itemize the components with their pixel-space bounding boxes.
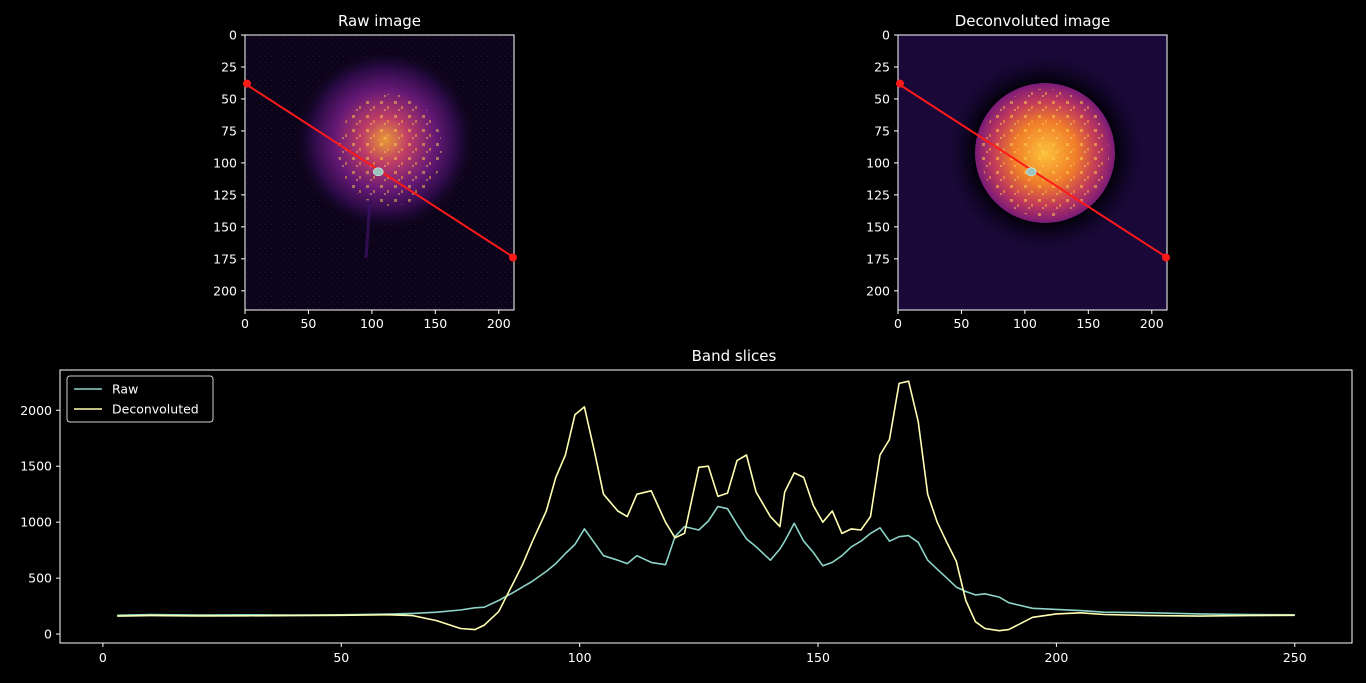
raw-image-heatmap <box>245 35 514 310</box>
deconv-xtick-label: 100 <box>1013 316 1037 331</box>
deconvoluted-image-panel: Deconvoluted image 0 50 100 150 200 0 25 50 75 100… <box>866 12 1170 331</box>
deconv-ytick-label: 175 <box>866 251 890 266</box>
band-xtick-label: 100 <box>568 650 592 665</box>
band-slices-frame <box>59 369 1353 644</box>
band-ytick-label: 1000 <box>20 515 52 530</box>
raw-xtick-label: 200 <box>487 316 511 331</box>
deconv-xtick-label: 50 <box>953 316 969 331</box>
band-ytick-label: 1500 <box>20 459 52 474</box>
raw-image-panel: Raw image 0 50 100 150 200 0 25 50 75 100 125 150 175… <box>213 12 517 331</box>
deconv-ytick-label: 150 <box>866 219 890 234</box>
deconv-band-end-marker[interactable] <box>1162 253 1170 262</box>
raw-ytick-label: 150 <box>213 219 237 234</box>
deconv-xtick-label: 0 <box>894 316 902 331</box>
series-line-deconvoluted <box>117 380 1295 632</box>
deconv-xtick-label: 150 <box>1076 316 1100 331</box>
raw-frame <box>244 34 515 311</box>
band-ytick-label: 500 <box>28 571 52 586</box>
band-ytick-label: 0 <box>44 627 52 642</box>
raw-xtick-label: 0 <box>241 316 249 331</box>
raw-band-end-marker[interactable] <box>509 253 517 262</box>
deconv-ytick-label: 125 <box>866 187 890 202</box>
band-ytick-label: 2000 <box>20 403 52 418</box>
raw-band-start-marker[interactable] <box>243 79 251 88</box>
deconv-frame <box>897 34 1168 311</box>
raw-center-point[interactable] <box>372 167 384 177</box>
deconv-band-start-marker[interactable] <box>896 79 904 88</box>
deconv-ytick-label: 50 <box>874 91 890 106</box>
raw-xtick-label: 150 <box>423 316 447 331</box>
series-line-raw <box>117 505 1295 617</box>
deconv-xtick-label: 200 <box>1140 316 1164 331</box>
raw-ytick-label: 25 <box>221 59 237 74</box>
legend-label-deconvoluted: Deconvoluted <box>112 402 199 417</box>
band-xtick-label: 200 <box>1044 650 1068 665</box>
raw-ytick-label: 0 <box>229 28 237 43</box>
raw-xtick-label: 50 <box>300 316 316 331</box>
band-xtick-label: 50 <box>333 650 349 665</box>
legend: Raw Deconvoluted <box>66 375 214 423</box>
deconv-ytick-label: 25 <box>874 59 890 74</box>
raw-title: Raw image <box>338 12 421 30</box>
deconv-ytick-label: 0 <box>882 28 890 43</box>
legend-label-raw: Raw <box>112 382 138 397</box>
band-slices-title: Band slices <box>692 347 777 365</box>
raw-ytick-label: 50 <box>221 91 237 106</box>
band-xtick-label: 250 <box>1283 650 1307 665</box>
deconv-ytick-label: 75 <box>874 123 890 138</box>
band-xtick-label: 0 <box>99 650 107 665</box>
band-slices-panel: Band slices 0 50 100 150 200 250 0 500 1000 1500 20… <box>20 347 1353 665</box>
raw-ytick-label: 100 <box>213 155 237 170</box>
raw-ytick-label: 200 <box>213 283 237 298</box>
deconv-ytick-label: 200 <box>866 283 890 298</box>
raw-ytick-label: 125 <box>213 187 237 202</box>
band-xtick-label: 150 <box>806 650 830 665</box>
deconv-center-point[interactable] <box>1025 167 1037 177</box>
legend-box <box>66 375 214 423</box>
deconvoluted-image-heatmap <box>898 35 1167 310</box>
raw-xtick-label: 100 <box>360 316 384 331</box>
deconv-title: Deconvoluted image <box>955 12 1111 30</box>
raw-ytick-label: 175 <box>213 251 237 266</box>
deconv-ytick-label: 100 <box>866 155 890 170</box>
raw-ytick-label: 75 <box>221 123 237 138</box>
